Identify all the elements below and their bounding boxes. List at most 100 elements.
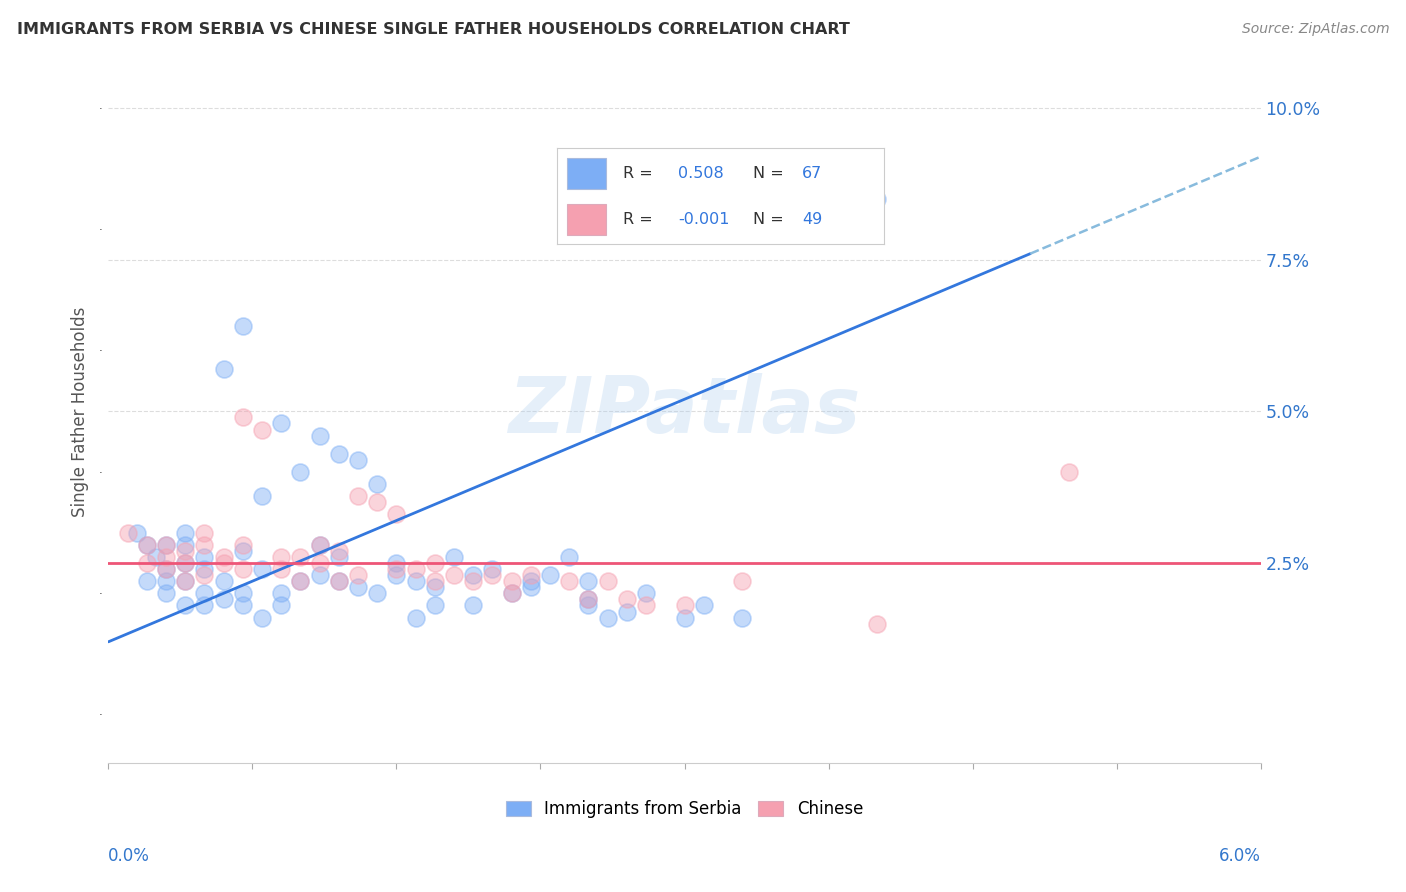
Point xyxy=(212,362,235,376)
Point xyxy=(385,568,408,582)
Point xyxy=(232,599,254,613)
Point xyxy=(155,574,177,589)
Point xyxy=(250,489,273,503)
Point xyxy=(423,574,446,589)
Point xyxy=(347,453,370,467)
Point xyxy=(385,562,408,576)
Point xyxy=(405,562,427,576)
Bar xyxy=(567,158,606,188)
Point xyxy=(155,549,177,564)
Point xyxy=(558,549,581,564)
Text: R =: R = xyxy=(623,166,658,181)
Point xyxy=(501,586,523,600)
Point xyxy=(308,556,330,570)
Point xyxy=(423,599,446,613)
Point xyxy=(308,538,330,552)
Point xyxy=(290,574,312,589)
Text: 0.508: 0.508 xyxy=(678,166,724,181)
Point xyxy=(596,574,619,589)
Point xyxy=(193,599,215,613)
Point xyxy=(155,538,177,552)
Point xyxy=(232,544,254,558)
Point xyxy=(250,562,273,576)
Point xyxy=(270,586,292,600)
Text: 67: 67 xyxy=(803,166,823,181)
Point xyxy=(463,599,485,613)
Point xyxy=(270,549,292,564)
Point xyxy=(174,556,197,570)
Point xyxy=(308,428,330,442)
Point xyxy=(616,605,638,619)
Point xyxy=(481,562,503,576)
Text: -0.001: -0.001 xyxy=(678,212,730,227)
Point xyxy=(423,580,446,594)
Point xyxy=(578,574,600,589)
Text: IMMIGRANTS FROM SERBIA VS CHINESE SINGLE FATHER HOUSEHOLDS CORRELATION CHART: IMMIGRANTS FROM SERBIA VS CHINESE SINGLE… xyxy=(17,22,849,37)
Text: 49: 49 xyxy=(803,212,823,227)
Point xyxy=(385,508,408,522)
Point xyxy=(232,319,254,334)
Point xyxy=(232,586,254,600)
Point xyxy=(193,538,215,552)
Point xyxy=(501,586,523,600)
Text: ZIPatlas: ZIPatlas xyxy=(509,374,860,450)
Point xyxy=(145,549,167,564)
Point xyxy=(693,599,716,613)
Point xyxy=(443,568,465,582)
Point xyxy=(270,417,292,431)
Point xyxy=(290,549,312,564)
Point xyxy=(174,599,197,613)
Point xyxy=(538,568,561,582)
Point xyxy=(174,544,197,558)
Point xyxy=(250,610,273,624)
Point xyxy=(212,556,235,570)
Point xyxy=(673,599,696,613)
Point xyxy=(232,410,254,425)
Point xyxy=(865,192,887,206)
Point xyxy=(501,574,523,589)
Point xyxy=(636,586,658,600)
Text: 0.0%: 0.0% xyxy=(108,847,150,865)
Point xyxy=(193,562,215,576)
Point xyxy=(405,574,427,589)
Point xyxy=(193,568,215,582)
Point xyxy=(193,525,215,540)
Point xyxy=(347,489,370,503)
Text: 6.0%: 6.0% xyxy=(1219,847,1261,865)
Point xyxy=(117,525,139,540)
Point xyxy=(385,556,408,570)
Point xyxy=(135,538,157,552)
Point xyxy=(328,574,350,589)
Point xyxy=(328,574,350,589)
Point xyxy=(347,580,370,594)
Point xyxy=(250,423,273,437)
Point xyxy=(174,525,197,540)
Point xyxy=(127,525,149,540)
Point xyxy=(270,599,292,613)
Point xyxy=(308,568,330,582)
Text: N =: N = xyxy=(754,212,789,227)
Bar xyxy=(567,204,606,235)
Point xyxy=(463,568,485,582)
Point xyxy=(520,568,543,582)
Point xyxy=(1057,465,1080,479)
Point xyxy=(212,592,235,607)
Point xyxy=(423,556,446,570)
Point xyxy=(155,538,177,552)
Point xyxy=(328,544,350,558)
Point xyxy=(174,574,197,589)
Point xyxy=(290,574,312,589)
Point xyxy=(155,562,177,576)
Point xyxy=(328,549,350,564)
Point xyxy=(865,616,887,631)
Point xyxy=(731,610,754,624)
Point xyxy=(155,562,177,576)
Point xyxy=(347,568,370,582)
Point xyxy=(481,568,503,582)
Point xyxy=(520,580,543,594)
Point xyxy=(135,538,157,552)
Point xyxy=(616,592,638,607)
Point xyxy=(578,592,600,607)
Point xyxy=(558,574,581,589)
Point xyxy=(155,586,177,600)
